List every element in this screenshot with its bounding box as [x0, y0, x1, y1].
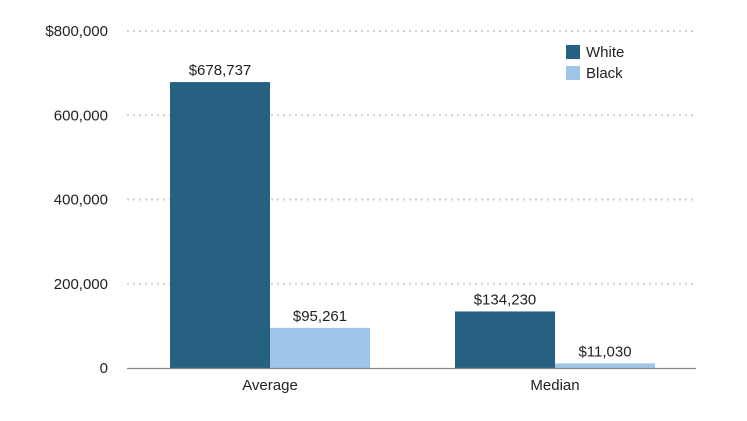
- legend-swatch-white: [566, 45, 580, 59]
- x-tick-label: Median: [530, 377, 579, 394]
- gridlines: [127, 30, 696, 285]
- y-tick-label: $800,000: [45, 23, 108, 40]
- y-tick-label: 600,000: [54, 107, 108, 124]
- bars: [170, 82, 655, 369]
- value-labels: $678,737 $134,230 $95,261 $11,030: [189, 62, 632, 360]
- data-label-white-average: $678,737: [189, 62, 252, 79]
- bar-white-median: [455, 311, 555, 368]
- data-label-white-median: $134,230: [474, 291, 537, 308]
- data-label-black-median: $11,030: [578, 343, 631, 360]
- data-label-black-average: $95,261: [293, 308, 347, 325]
- x-tick-label: Average: [242, 377, 298, 394]
- legend: White Black: [566, 44, 624, 82]
- y-tick-label: 0: [100, 360, 108, 377]
- axes: 0 200,000 400,000 600,000 $800,000 Average Med…: [45, 23, 696, 394]
- legend-label-white: White: [586, 44, 624, 61]
- bar-white-average: [170, 82, 270, 369]
- bar-black-median: [555, 363, 655, 368]
- y-tick-label: 200,000: [54, 276, 108, 293]
- legend-swatch-black: [566, 66, 580, 80]
- bar-black-average: [270, 327, 370, 368]
- y-tick-label: 400,000: [54, 192, 108, 209]
- legend-label-black: Black: [586, 65, 623, 82]
